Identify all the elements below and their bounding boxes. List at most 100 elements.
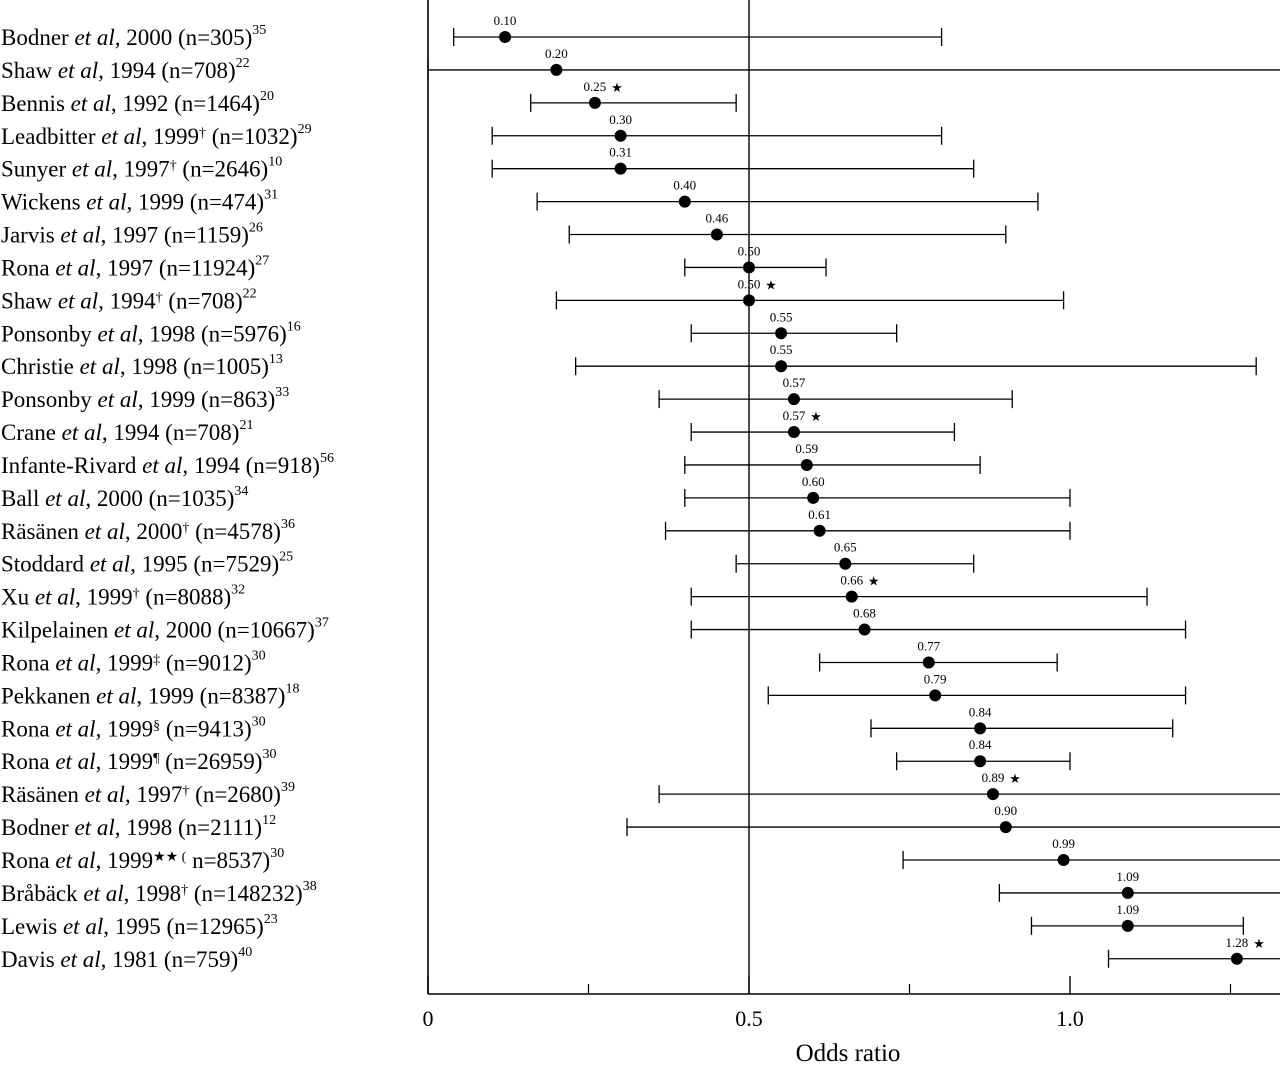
study-et-al: et al — [114, 618, 154, 643]
study-label: Ball et al, 2000 (n=1035)34 — [1, 484, 248, 511]
odds-ratio-point — [807, 491, 820, 504]
study-footnote-mark: ¶ — [153, 751, 160, 766]
study-year: , 1995 — [130, 552, 188, 577]
odds-ratio-value: 0.61 — [808, 507, 831, 522]
odds-ratio-point — [1057, 854, 1070, 866]
study-sample-size: (n=7529) — [188, 552, 280, 577]
study-year: , 1998 — [124, 881, 182, 906]
study-et-al: et al — [60, 223, 100, 248]
odds-ratio-value: 0.20 — [545, 46, 568, 61]
study-author: Crane — [1, 420, 62, 445]
study-year: , 1998 — [138, 321, 196, 346]
odds-ratio-point — [800, 458, 813, 471]
study-label: Bråbäck et al, 1998† (n=148232)38 — [1, 879, 317, 906]
study-et-al: et al — [74, 25, 114, 50]
study-reference: 27 — [255, 253, 269, 268]
study-reference: 36 — [281, 517, 295, 532]
x-axis-ticks: 00.51.01.52.02.5 — [423, 976, 1232, 1031]
study-reference: 30 — [270, 846, 284, 861]
odds-ratio-value: 0.46 — [706, 211, 729, 226]
study-row: Stoddard et al, 1995 (n=7529)25 0.65 — [1, 540, 975, 577]
significance-star-icon: ★ — [765, 277, 777, 292]
odds-ratio-value: 0.84 — [969, 737, 992, 752]
study-author: Rona — [1, 848, 55, 873]
study-author: Kilpelainen — [1, 618, 114, 643]
study-label: Lewis et al, 1995 (n=12965)23 — [1, 912, 278, 939]
study-reference: 40 — [238, 945, 252, 960]
study-label: Stoddard et al, 1995 (n=7529)25 — [1, 550, 293, 577]
odds-ratio-point — [743, 294, 755, 307]
study-row: Jarvis et al, 1997 (n=1159)26 0.46 — [1, 211, 1007, 248]
study-label: Shaw et al, 1994 (n=708)22 — [1, 56, 250, 83]
study-sample-size: (n=708) — [156, 58, 236, 83]
study-year: , 2000 — [85, 486, 143, 511]
study-label: Xu et al, 1999† (n=8088)32 — [1, 583, 245, 610]
odds-ratio-point — [787, 393, 800, 406]
significance-star-icon: ★ — [611, 80, 623, 95]
study-row: Ball et al, 2000 (n=1035)34 0.60 — [1, 474, 1071, 511]
study-author: Christie — [1, 354, 80, 379]
study-et-al: et al — [55, 716, 95, 741]
study-et-al: et al — [85, 782, 125, 807]
study-reference: 33 — [275, 385, 289, 400]
study-sample-size: (n=759) — [158, 947, 238, 972]
study-sample-size: (n=4578) — [189, 519, 281, 544]
study-et-al: et al — [55, 749, 95, 774]
study-sample-size: (n=918) — [240, 453, 320, 478]
study-reference: 16 — [287, 319, 301, 334]
study-sample-size: (n=1035) — [143, 486, 235, 511]
study-footnote-mark: † — [199, 126, 206, 141]
study-label: Räsänen et al, 1997† (n=2680)39 — [1, 780, 295, 807]
odds-ratio-value: 0.55 — [770, 342, 793, 357]
study-et-al: et al — [72, 157, 112, 182]
odds-ratio-point — [974, 722, 987, 735]
study-author: Shaw — [1, 288, 58, 313]
study-reference: 20 — [260, 89, 274, 104]
study-reference: 30 — [252, 714, 266, 729]
odds-ratio-point — [999, 821, 1012, 834]
odds-ratio-value: 0.65 — [834, 540, 857, 555]
odds-ratio-value: 0.40 — [673, 178, 696, 193]
study-year: , 1998 — [120, 354, 178, 379]
study-sample-size: (n=8088) — [140, 585, 232, 610]
odds-ratio-value: 0.55 — [770, 309, 793, 324]
study-year: , 1994 — [98, 58, 156, 83]
study-et-al: et al — [35, 585, 75, 610]
study-et-al: et al — [60, 947, 100, 972]
study-author: Bennis — [1, 91, 71, 116]
study-sample-size: (n=9012) — [160, 650, 252, 675]
study-row: Rona et al, 1999§ (n=9413)30 0.84 — [1, 704, 1174, 741]
study-row: Leadbitter et al, 1999† (n=1032)29 0.30 — [1, 112, 943, 149]
odds-ratio-point — [813, 524, 826, 537]
study-label: Wickens et al, 1999 (n=474)31 — [1, 188, 278, 215]
odds-ratio-value: 0.25 — [584, 79, 607, 94]
study-label: Crane et al, 1994 (n=708)21 — [1, 418, 253, 445]
study-sample-size: n=8537) — [186, 848, 270, 873]
odds-ratio-value: 1.09 — [1116, 869, 1139, 884]
study-et-al: et al — [101, 124, 141, 149]
study-sample-size: (n=2646) — [177, 157, 269, 182]
study-et-al: et al — [55, 650, 95, 675]
study-author: Bråbäck — [1, 881, 83, 906]
study-year: , 1997 — [112, 157, 170, 182]
study-sample-size: (n=26959) — [159, 749, 262, 774]
study-reference: 18 — [285, 681, 299, 696]
significance-star-icon: ★ — [810, 409, 822, 424]
odds-ratio-point — [845, 590, 858, 603]
odds-ratio-point — [710, 228, 723, 241]
study-row: Rona et al, 1997 (n=11924)27 0.50 — [1, 243, 827, 280]
odds-ratio-point — [678, 195, 691, 208]
study-reference: 26 — [249, 221, 263, 236]
study-row: Wickens et al, 1999 (n=474)31 0.40 — [1, 178, 1039, 215]
study-label: Bennis et al, 1992 (n=1464)20 — [1, 89, 274, 116]
odds-ratio-point — [1121, 886, 1134, 899]
study-row: Räsänen et al, 1997† (n=2680)39 0.89 ★ — [1, 770, 1280, 807]
study-et-al: et al — [86, 190, 126, 215]
significance-star-icon: ★ — [1009, 771, 1021, 786]
study-et-al: et al — [80, 354, 120, 379]
study-et-al: et al — [98, 387, 138, 412]
x-tick-label: 0.5 — [735, 1006, 763, 1031]
study-author: Bodner — [1, 25, 74, 50]
study-sample-size: (n=305) — [172, 25, 252, 50]
